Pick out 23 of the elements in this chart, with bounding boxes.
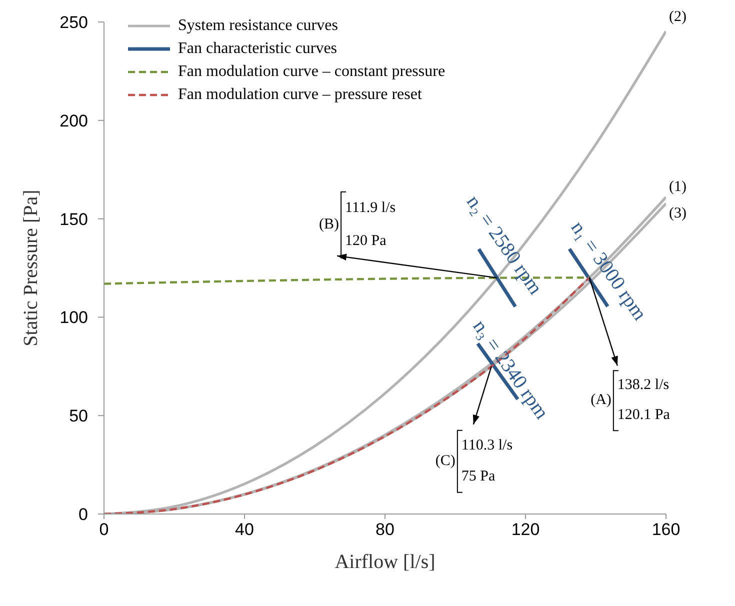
annotation: (2) bbox=[669, 9, 686, 26]
y-tick-label: 100 bbox=[60, 308, 88, 328]
x-tick-label: 0 bbox=[99, 520, 109, 540]
y-tick-label: 250 bbox=[60, 13, 88, 32]
legend-label: Fan modulation curve – pressure reset bbox=[178, 85, 422, 105]
y-tick-label: 200 bbox=[60, 111, 88, 130]
y-tick-label: 150 bbox=[60, 210, 88, 229]
legend-label: System resistance curves bbox=[178, 16, 338, 36]
annotation: (3) bbox=[669, 205, 686, 222]
y-tick-label: 0 bbox=[78, 505, 88, 524]
annotation: (1) bbox=[669, 179, 686, 196]
x-tick-label: 40 bbox=[235, 520, 254, 540]
x-tick-label: 120 bbox=[511, 520, 540, 540]
x-tick-label: 160 bbox=[652, 520, 680, 540]
annotation: (B) 111.9 l/s 120 Pa bbox=[319, 200, 396, 249]
y-tick-label: 50 bbox=[69, 406, 88, 426]
y-axis-title: Static Pressure [Pa] bbox=[20, 190, 42, 346]
legend-label: Fan characteristic curves bbox=[178, 39, 338, 59]
annotation: (C) 110.3 l/s 75 Pa bbox=[435, 437, 513, 484]
legend-label: Fan modulation curve – constant pressure bbox=[178, 62, 446, 82]
x-axis-title: Airflow [l/s] bbox=[334, 551, 436, 573]
x-tick-label: 80 bbox=[376, 520, 394, 540]
annotation: (A) 138.2 l/s 120.1 Pa bbox=[590, 377, 670, 424]
